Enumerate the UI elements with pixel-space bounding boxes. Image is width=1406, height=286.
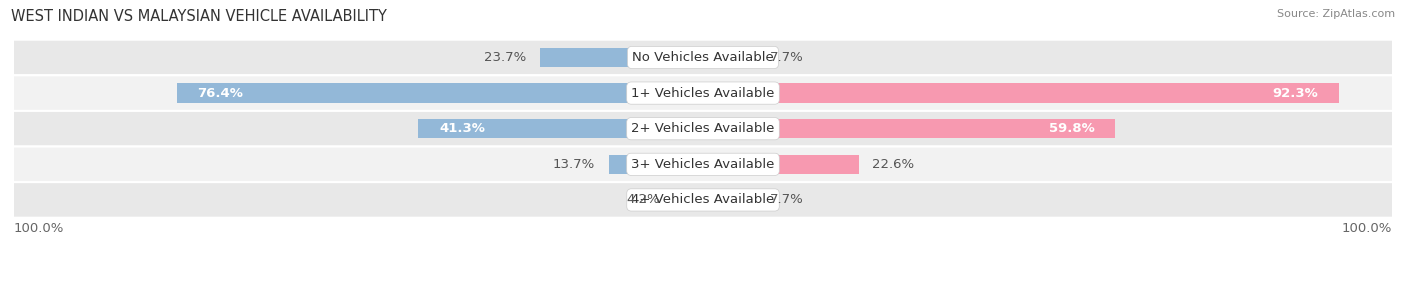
Bar [673,190,703,210]
Text: 41.3%: 41.3% [439,122,485,135]
Bar [703,119,1115,138]
FancyBboxPatch shape [0,40,1406,75]
Text: 7.7%: 7.7% [770,51,804,64]
Text: Source: ZipAtlas.com: Source: ZipAtlas.com [1277,9,1395,19]
Bar [703,83,1339,103]
Text: 76.4%: 76.4% [197,87,243,100]
Bar [703,48,756,67]
Text: 13.7%: 13.7% [553,158,595,171]
FancyBboxPatch shape [0,146,1406,182]
Bar [703,190,756,210]
Text: 59.8%: 59.8% [1049,122,1094,135]
FancyBboxPatch shape [0,75,1406,111]
Text: 7.7%: 7.7% [770,193,804,206]
Bar [703,154,859,174]
Bar [609,154,703,174]
Text: 22.6%: 22.6% [873,158,915,171]
Text: 2+ Vehicles Available: 2+ Vehicles Available [631,122,775,135]
FancyBboxPatch shape [0,111,1406,146]
Text: 92.3%: 92.3% [1272,87,1319,100]
Text: 100.0%: 100.0% [14,222,65,235]
Text: 23.7%: 23.7% [484,51,526,64]
Text: No Vehicles Available: No Vehicles Available [633,51,773,64]
Text: WEST INDIAN VS MALAYSIAN VEHICLE AVAILABILITY: WEST INDIAN VS MALAYSIAN VEHICLE AVAILAB… [11,9,387,23]
Text: 3+ Vehicles Available: 3+ Vehicles Available [631,158,775,171]
Bar [419,119,703,138]
Bar [540,48,703,67]
Text: 4+ Vehicles Available: 4+ Vehicles Available [631,193,775,206]
Text: 1+ Vehicles Available: 1+ Vehicles Available [631,87,775,100]
Bar [177,83,703,103]
Text: 4.2%: 4.2% [627,193,661,206]
Text: 100.0%: 100.0% [1341,222,1392,235]
FancyBboxPatch shape [0,182,1406,218]
